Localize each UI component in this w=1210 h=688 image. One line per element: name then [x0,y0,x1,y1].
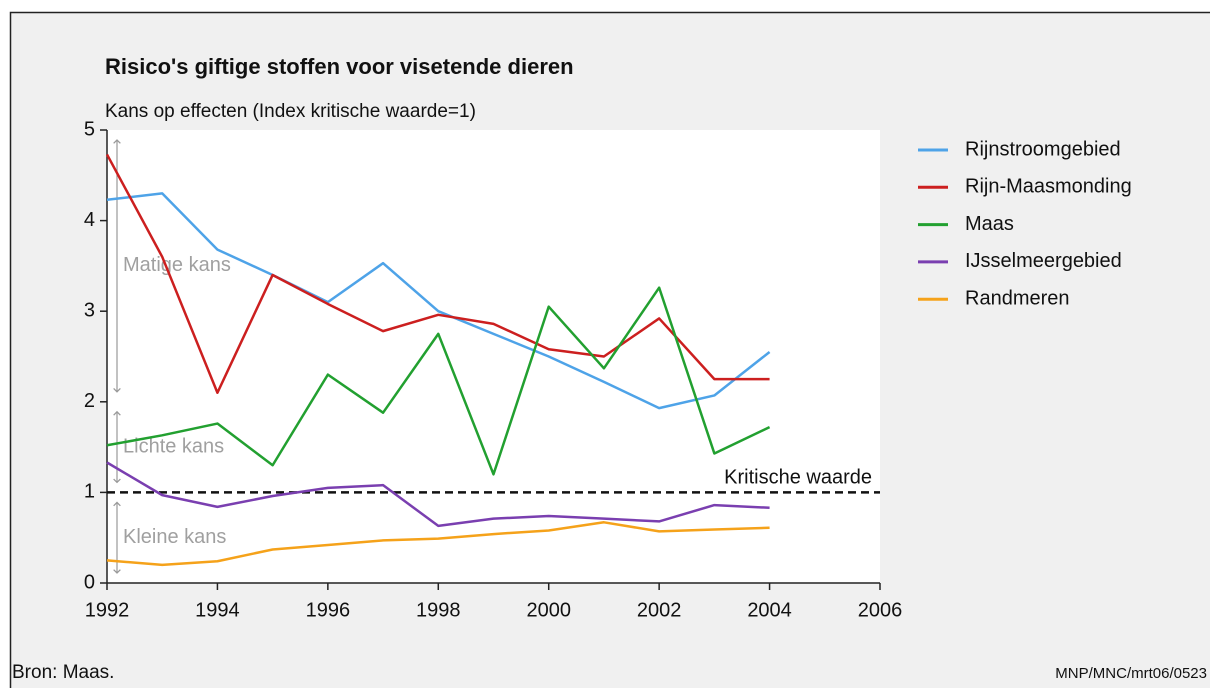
legend-label: IJsselmeergebied [965,250,1122,272]
series-line [106,521,770,567]
y-tick-label: 2 [84,390,95,412]
x-tick-label: 1996 [306,599,351,621]
chart-title: Risico's giftige stoffen voor visetende … [105,54,574,79]
series-line [106,461,770,528]
y-tick-label: 5 [84,118,95,140]
legend-label: Rijnstroomgebied [965,138,1121,160]
zone-label: Matige kans [123,254,231,276]
code: MNP/MNC/mrt06/0523 [1055,665,1207,682]
reference-label: Kritische waarde [724,467,872,489]
x-tick-label: 1994 [195,599,240,621]
x-tick-label: 2002 [637,599,682,621]
x-tick-label: 2000 [526,599,571,621]
source: Bron: Maas. [12,662,114,683]
legend-label: Maas [965,213,1014,235]
y-tick-label: 4 [84,209,95,231]
zone-label: Lichte kans [123,435,224,457]
series-line [106,192,771,410]
legend-label: Rijn-Maasmonding [965,176,1132,198]
x-tick-label: 2004 [747,599,792,621]
y-tick-label: 0 [84,571,95,593]
x-tick-label: 1998 [416,599,461,621]
y-tick-label: 1 [84,481,95,503]
series-line [105,153,770,394]
y-axis-label: Kans op effecten (Index kritische waarde… [105,101,476,122]
x-tick-label: 2006 [858,599,903,621]
series-line [106,286,771,476]
zone-label: Kleine kans [123,526,226,548]
y-tick-label: 3 [84,299,95,321]
x-tick-label: 1992 [85,599,130,621]
legend-label: Randmeren [965,287,1070,309]
